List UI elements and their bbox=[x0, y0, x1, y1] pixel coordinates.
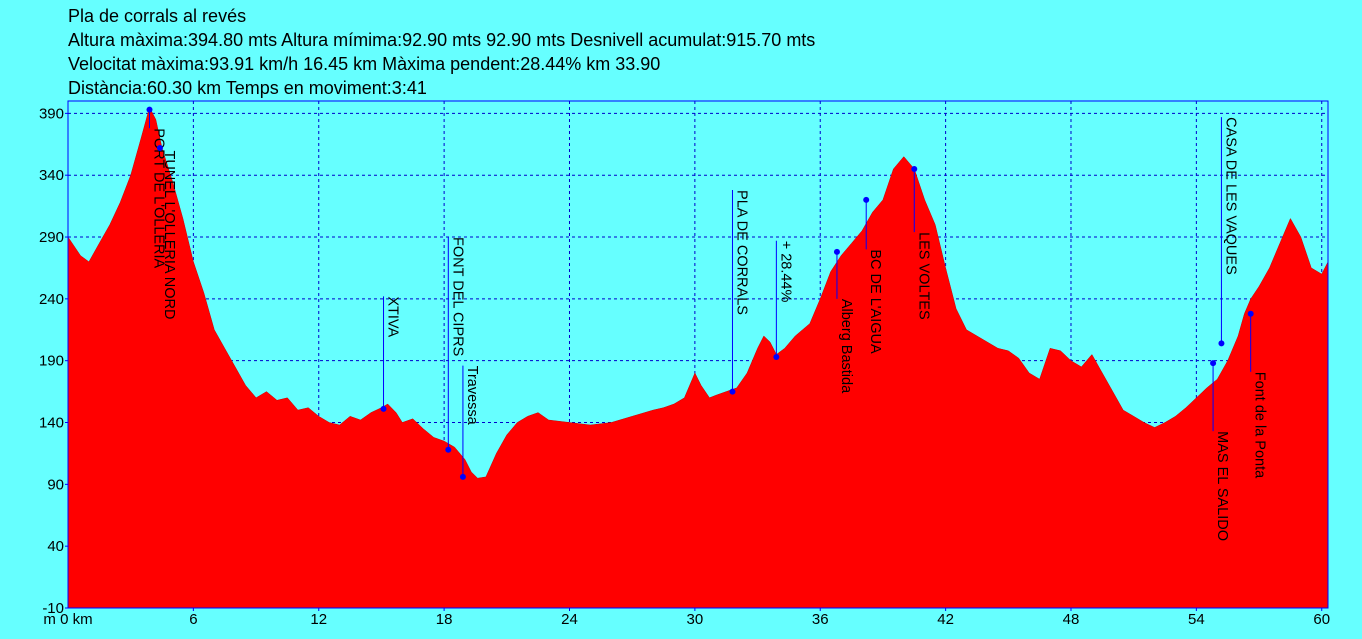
x-tick-label: 36 bbox=[812, 611, 829, 628]
y-tick-label: 240 bbox=[39, 291, 64, 308]
waypoint-label: TUNEL L'OLLERIA NORD bbox=[161, 150, 177, 319]
waypoint-label: BC DE L'AIGUA bbox=[867, 249, 883, 354]
x-tick-label: 18 bbox=[436, 611, 453, 628]
waypoint-label: PLA DE CORRALS bbox=[733, 190, 749, 315]
x-tick-label: 54 bbox=[1188, 611, 1205, 628]
y-tick-label: 90 bbox=[47, 476, 64, 493]
x-tick-label: 30 bbox=[687, 611, 704, 628]
x-tick-label: 48 bbox=[1063, 611, 1080, 628]
waypoint-marker bbox=[773, 353, 780, 360]
waypoint-marker bbox=[1210, 360, 1217, 367]
waypoint-label: XTIVA bbox=[385, 296, 401, 337]
waypoint-marker bbox=[911, 166, 918, 173]
waypoint-label: PORT DE L'OLLERIA bbox=[150, 128, 166, 268]
waypoint-marker bbox=[729, 388, 736, 395]
y-tick-label: 340 bbox=[39, 167, 64, 184]
waypoint-marker bbox=[863, 196, 870, 203]
waypoint-marker bbox=[146, 106, 153, 113]
y-axis: -10 40 90 140 190 240 290 340 390 bbox=[39, 105, 68, 617]
waypoint-label: LES VOLTES bbox=[915, 232, 931, 320]
y-tick-label: 390 bbox=[39, 105, 64, 122]
waypoint-marker bbox=[1218, 340, 1225, 347]
y-tick-label: 140 bbox=[39, 415, 64, 432]
x-origin-label: m 0 km bbox=[43, 611, 92, 628]
x-tick-label: 60 bbox=[1313, 611, 1330, 628]
waypoint-label: Font de la Ponta bbox=[1252, 372, 1268, 479]
y-tick-label: 290 bbox=[39, 229, 64, 246]
waypoint-marker bbox=[156, 144, 163, 151]
waypoint-marker bbox=[380, 405, 387, 412]
waypoint-label: MAS EL SALIDO bbox=[1214, 431, 1230, 541]
waypoint-marker bbox=[833, 248, 840, 255]
x-tick-label: 42 bbox=[937, 611, 954, 628]
waypoint-label: Alberg Bastida bbox=[838, 299, 854, 394]
waypoint-label: CASA DE LES VAQUES bbox=[1222, 117, 1238, 275]
x-tick-label: 6 bbox=[189, 611, 197, 628]
x-tick-label: 12 bbox=[310, 611, 327, 628]
x-axis: 6 12 18 24 30 36 42 48 54 60 m 0 km bbox=[43, 608, 1330, 628]
waypoint-label: + 28.44% bbox=[777, 241, 793, 303]
distance-stats: Distància:60.30 km Temps en moviment:3:4… bbox=[68, 78, 427, 98]
elevation-area bbox=[67, 106, 1329, 609]
waypoint-marker bbox=[459, 473, 466, 480]
waypoint-marker bbox=[445, 446, 452, 453]
speed-stats: Velocitat màxima:93.91 km/h 16.45 km Màx… bbox=[68, 54, 661, 74]
x-tick-label: 24 bbox=[561, 611, 578, 628]
chart-title: Pla de corrals al revés bbox=[68, 6, 247, 26]
waypoint-label: Travessa bbox=[464, 366, 480, 426]
plot-frame bbox=[67, 100, 1329, 609]
chart-header: Pla de corrals al revés Altura màxima:39… bbox=[68, 4, 815, 100]
altitude-stats: Altura màxima:394.80 mts Altura mímima:9… bbox=[68, 30, 816, 50]
y-tick-label: -10 bbox=[42, 600, 64, 617]
y-tick-label: 190 bbox=[39, 353, 64, 370]
waypoint-marker bbox=[1247, 310, 1254, 317]
y-tick-label: 40 bbox=[47, 538, 64, 555]
waypoint-label: FONT DEL CIPRS bbox=[449, 237, 465, 356]
